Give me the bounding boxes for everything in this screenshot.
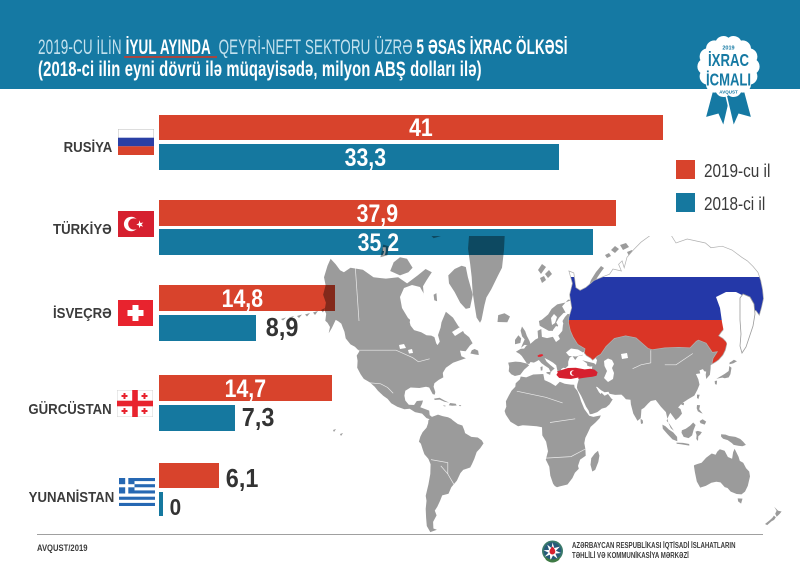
- svg-text:AVQUST: AVQUST: [719, 90, 738, 95]
- svg-text:2019: 2019: [722, 46, 734, 52]
- svg-text:İCMALI: İCMALI: [706, 70, 751, 90]
- svg-text:İXRAC: İXRAC: [708, 50, 749, 70]
